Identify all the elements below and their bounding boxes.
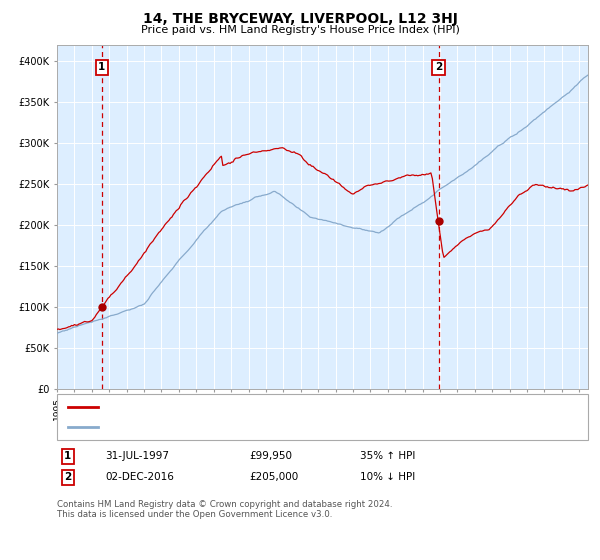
Text: 1: 1: [64, 451, 71, 461]
Text: 10% ↓ HPI: 10% ↓ HPI: [360, 472, 415, 482]
Text: Price paid vs. HM Land Registry's House Price Index (HPI): Price paid vs. HM Land Registry's House …: [140, 25, 460, 35]
Text: 2: 2: [64, 472, 71, 482]
Text: 2: 2: [435, 62, 442, 72]
Text: 14, THE BRYCEWAY, LIVERPOOL, L12 3HJ: 14, THE BRYCEWAY, LIVERPOOL, L12 3HJ: [143, 12, 457, 26]
Text: £205,000: £205,000: [249, 472, 298, 482]
Text: HPI: Average price, detached house, Liverpool: HPI: Average price, detached house, Live…: [102, 422, 328, 432]
Text: 1: 1: [98, 62, 106, 72]
Text: 02-DEC-2016: 02-DEC-2016: [105, 472, 174, 482]
Text: 14, THE BRYCEWAY, LIVERPOOL, L12 3HJ (detached house): 14, THE BRYCEWAY, LIVERPOOL, L12 3HJ (de…: [102, 402, 389, 412]
Text: 31-JUL-1997: 31-JUL-1997: [105, 451, 169, 461]
Text: 35% ↑ HPI: 35% ↑ HPI: [360, 451, 415, 461]
Text: Contains HM Land Registry data © Crown copyright and database right 2024.
This d: Contains HM Land Registry data © Crown c…: [57, 500, 392, 519]
Text: £99,950: £99,950: [249, 451, 292, 461]
